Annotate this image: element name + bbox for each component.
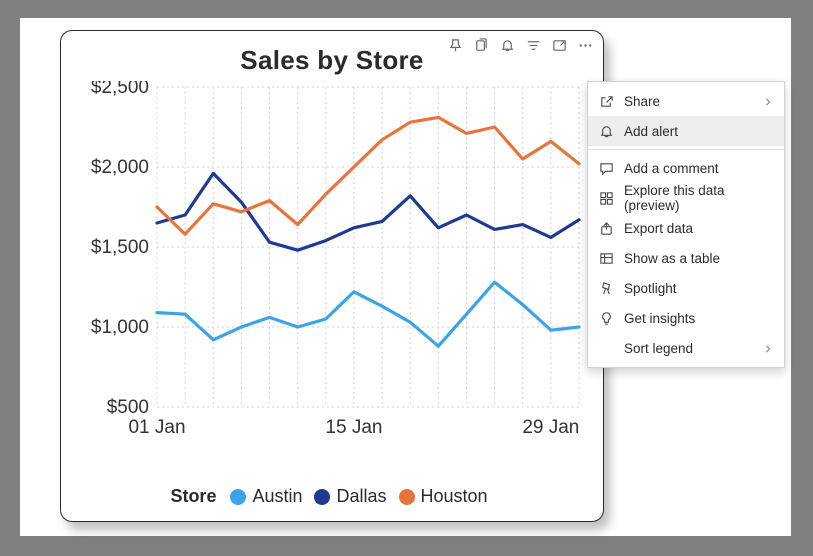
svg-text:$2,500: $2,500 — [91, 81, 149, 98]
legend-title: Store — [170, 486, 216, 507]
menu-label: Export data — [624, 221, 774, 236]
menu-item-get-insights[interactable]: Get insights — [588, 303, 784, 333]
table-icon — [598, 250, 614, 266]
bell-icon[interactable] — [499, 37, 515, 53]
svg-text:$1,500: $1,500 — [91, 237, 149, 258]
more-icon[interactable] — [577, 37, 593, 53]
svg-text:$1,000: $1,000 — [91, 317, 149, 338]
menu-separator — [588, 149, 784, 150]
copy-icon[interactable] — [473, 37, 489, 53]
svg-text:15 Jan: 15 Jan — [325, 417, 382, 438]
menu-label: Show as a table — [624, 251, 774, 266]
svg-text:$500: $500 — [107, 397, 149, 418]
chart-legend: Store Austin Dallas Houston — [61, 486, 603, 507]
chevron-right-icon — [764, 94, 774, 109]
chart-card: Sales by Store $500$1,000$1,500$2,000$2 — [60, 30, 604, 522]
series-dallas — [157, 173, 579, 250]
menu-item-export-data[interactable]: Export data — [588, 213, 784, 243]
menu-item-share[interactable]: Share — [588, 86, 784, 116]
focus-icon[interactable] — [551, 37, 567, 53]
menu-label: Explore this data (preview) — [624, 183, 774, 213]
context-menu: Share Add alert Add a comment Explore this … — [587, 81, 785, 368]
bell-icon — [598, 123, 614, 139]
menu-item-spotlight[interactable]: Spotlight — [588, 273, 784, 303]
explore-icon — [598, 190, 614, 206]
legend-item-austin[interactable]: Austin — [230, 486, 302, 507]
legend-label: Austin — [252, 486, 302, 507]
menu-label: Sort legend — [624, 341, 754, 356]
bulb-icon — [598, 310, 614, 326]
svg-text:$2,000: $2,000 — [91, 157, 149, 178]
legend-dot-icon — [399, 489, 415, 505]
legend-dot-icon — [230, 489, 246, 505]
share-icon — [598, 93, 614, 109]
series-houston — [157, 117, 579, 234]
menu-item-add-alert[interactable]: Add alert — [588, 116, 784, 146]
legend-label: Houston — [421, 486, 488, 507]
chart-plot: $500 $1,000 $1,500 $2,000 $2,500 01 Jan 15 Jan… — [75, 81, 591, 451]
svg-text:01 Jan: 01 Jan — [128, 417, 185, 438]
menu-item-explore-this-data-preview-[interactable]: Explore this data (preview) — [588, 183, 784, 213]
pin-icon[interactable] — [447, 37, 463, 53]
menu-label: Share — [624, 94, 754, 109]
legend-dot-icon — [314, 489, 330, 505]
legend-item-houston[interactable]: Houston — [399, 486, 488, 507]
menu-label: Add a comment — [624, 161, 774, 176]
comment-icon — [598, 160, 614, 176]
chart-svg: $500 $1,000 $1,500 $2,000 $2,500 01 Jan 15 Jan… — [75, 81, 591, 451]
menu-label: Spotlight — [624, 281, 774, 296]
series-austin — [157, 282, 579, 346]
chevron-right-icon — [764, 341, 774, 356]
menu-item-add-a-comment[interactable]: Add a comment — [588, 153, 784, 183]
menu-item-sort-legend[interactable]: Sort legend — [588, 333, 784, 363]
spotlight-icon — [598, 280, 614, 296]
svg-text:29 Jan: 29 Jan — [522, 417, 579, 438]
export-icon — [598, 220, 614, 236]
menu-item-show-as-a-table[interactable]: Show as a table — [588, 243, 784, 273]
menu-label: Add alert — [624, 124, 774, 139]
menu-label: Get insights — [624, 311, 774, 326]
filter-icon[interactable] — [525, 37, 541, 53]
stage: Sales by Store $500$1,000$1,500$2,000$2 — [20, 18, 791, 536]
card-toolbar — [447, 37, 593, 53]
legend-label: Dallas — [336, 486, 386, 507]
legend-item-dallas[interactable]: Dallas — [314, 486, 386, 507]
